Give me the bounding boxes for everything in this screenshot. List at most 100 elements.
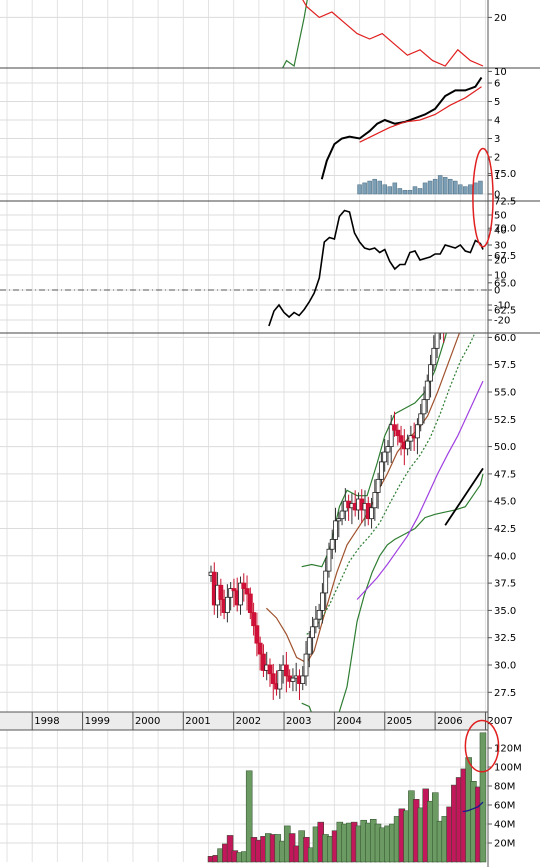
candle-body bbox=[231, 588, 237, 592]
date-axis-band bbox=[0, 712, 488, 730]
indicator-3-y-tick-label: 30 bbox=[494, 241, 507, 252]
candle-body bbox=[267, 664, 273, 675]
candle-body bbox=[290, 677, 296, 682]
indicator-2-histogram-bar bbox=[478, 180, 483, 195]
candle-body bbox=[382, 451, 388, 463]
volume-y-tick-label: 80M bbox=[494, 782, 515, 793]
indicator-3-y-tick-label: -10 bbox=[494, 301, 510, 312]
indicator-2-histogram-bar bbox=[362, 182, 367, 195]
candle-body bbox=[247, 593, 253, 613]
volume-y-tick-label: 100M bbox=[494, 763, 522, 774]
indicator-2-y-tick-label: 2 bbox=[494, 153, 500, 164]
candle-body bbox=[303, 653, 309, 677]
price-series-0 bbox=[301, 702, 312, 712]
indicator-2-histogram-bar bbox=[437, 175, 443, 195]
price-y-tick-label: 75.0 bbox=[494, 169, 516, 180]
price-y-tick-label: 67.5 bbox=[494, 251, 516, 262]
indicator-2-series-1 bbox=[359, 86, 482, 143]
indicator-2-y-tick-label: 6 bbox=[494, 79, 500, 90]
price-plot bbox=[208, 333, 484, 712]
candle-body bbox=[421, 399, 427, 415]
indicator-1-y-tick-label: 10 bbox=[494, 67, 507, 78]
indicator-2-histogram-bar bbox=[392, 182, 398, 195]
candle-body bbox=[392, 424, 397, 431]
date-axis-label: 2002 bbox=[236, 716, 261, 727]
candle-body bbox=[270, 673, 276, 684]
indicator-3-series-0 bbox=[268, 209, 484, 327]
indicator-2-histogram-bar bbox=[442, 177, 448, 195]
date-axis-label: 2007 bbox=[487, 716, 512, 727]
content-layer bbox=[0, 0, 488, 863]
indicator-2-y-tick-label: 4 bbox=[494, 116, 500, 127]
candle-body bbox=[336, 518, 342, 522]
candle-body bbox=[385, 446, 391, 453]
candle-body bbox=[415, 424, 420, 439]
candle-body bbox=[306, 637, 312, 655]
candle-body bbox=[434, 333, 440, 349]
indicator-2-histogram-bar bbox=[367, 180, 372, 195]
indicator-3-y-tick-label: 10 bbox=[494, 271, 507, 282]
candle-body bbox=[388, 424, 394, 448]
indicator-2-histogram-bar bbox=[372, 178, 377, 195]
candle-body bbox=[277, 670, 283, 690]
indicator-2-histogram-bar bbox=[407, 190, 413, 195]
date-axis-label: 2006 bbox=[437, 716, 462, 727]
candle-body bbox=[405, 440, 411, 450]
candle-body bbox=[218, 584, 224, 600]
indicator-2-histogram-bar bbox=[377, 180, 382, 195]
candle-body bbox=[228, 588, 234, 598]
indicator-2-histogram-bar bbox=[357, 184, 362, 195]
indicator-2-y-tick-label: 3 bbox=[494, 134, 500, 145]
price-y-tick-label: 30.0 bbox=[494, 661, 516, 672]
indicator-2-y-tick-label: 5 bbox=[494, 97, 500, 108]
candle-body bbox=[316, 610, 322, 620]
candle-body bbox=[257, 642, 263, 655]
annotation-layer bbox=[464, 147, 500, 773]
candle-body bbox=[326, 548, 332, 572]
price-y-tick-label: 40.0 bbox=[494, 551, 516, 562]
candle-body bbox=[369, 507, 374, 520]
candle-body bbox=[244, 588, 250, 595]
candle-body bbox=[320, 592, 325, 611]
price-series-4 bbox=[306, 333, 476, 635]
date-axis-label: 2004 bbox=[336, 716, 361, 727]
volume-y-tick-label: 60M bbox=[494, 801, 515, 812]
indicator-1-y-tick-label: 20 bbox=[494, 13, 507, 24]
candle-body bbox=[395, 429, 401, 437]
price-series-5 bbox=[356, 380, 484, 600]
indicator-1-series-1 bbox=[302, 0, 484, 67]
candle-body bbox=[431, 347, 437, 366]
volume-bar bbox=[226, 835, 234, 863]
indicator-3-y-tick-label: 50 bbox=[494, 211, 507, 222]
price-y-tick-label: 65.0 bbox=[494, 278, 516, 289]
candle-body bbox=[310, 626, 315, 639]
volume-y-tick-label: 40M bbox=[494, 820, 515, 831]
price-y-tick-label: 57.5 bbox=[494, 360, 516, 371]
indicator-2-histogram-bar bbox=[402, 190, 408, 195]
indicator-3-y-tick-label: 0 bbox=[494, 286, 500, 297]
indicator-2-histogram-bar bbox=[412, 186, 418, 195]
candle-body bbox=[323, 570, 329, 594]
indicator-2-y-tick-label: 0 bbox=[494, 190, 500, 201]
price-y-tick-label: 42.5 bbox=[494, 524, 516, 535]
indicator-1-background bbox=[0, 0, 488, 68]
date-axis-label: 1998 bbox=[34, 716, 59, 727]
indicator-3-y-tick-label: 20 bbox=[494, 256, 507, 267]
price-background bbox=[0, 333, 488, 712]
indicator-3-background bbox=[0, 201, 488, 333]
price-y-tick-label: 60.0 bbox=[494, 333, 516, 344]
candle-body bbox=[378, 461, 384, 480]
volume-bar bbox=[245, 770, 253, 863]
indicator-2-histogram-bar bbox=[387, 186, 393, 195]
candle-body bbox=[329, 539, 335, 550]
volume-y-tick-label: 120M bbox=[494, 744, 522, 755]
price-y-tick-label: 32.5 bbox=[494, 633, 516, 644]
price-y-tick-label: 27.5 bbox=[494, 688, 516, 699]
indicator-2-histogram-bar bbox=[422, 182, 428, 195]
indicator-1-series-0 bbox=[281, 0, 308, 68]
indicator-2-histogram-bar bbox=[458, 184, 463, 195]
price-y-tick-label: 50.0 bbox=[494, 442, 516, 453]
date-axis-label: 1999 bbox=[85, 716, 110, 727]
indicator-2-histogram-bar bbox=[432, 178, 438, 195]
